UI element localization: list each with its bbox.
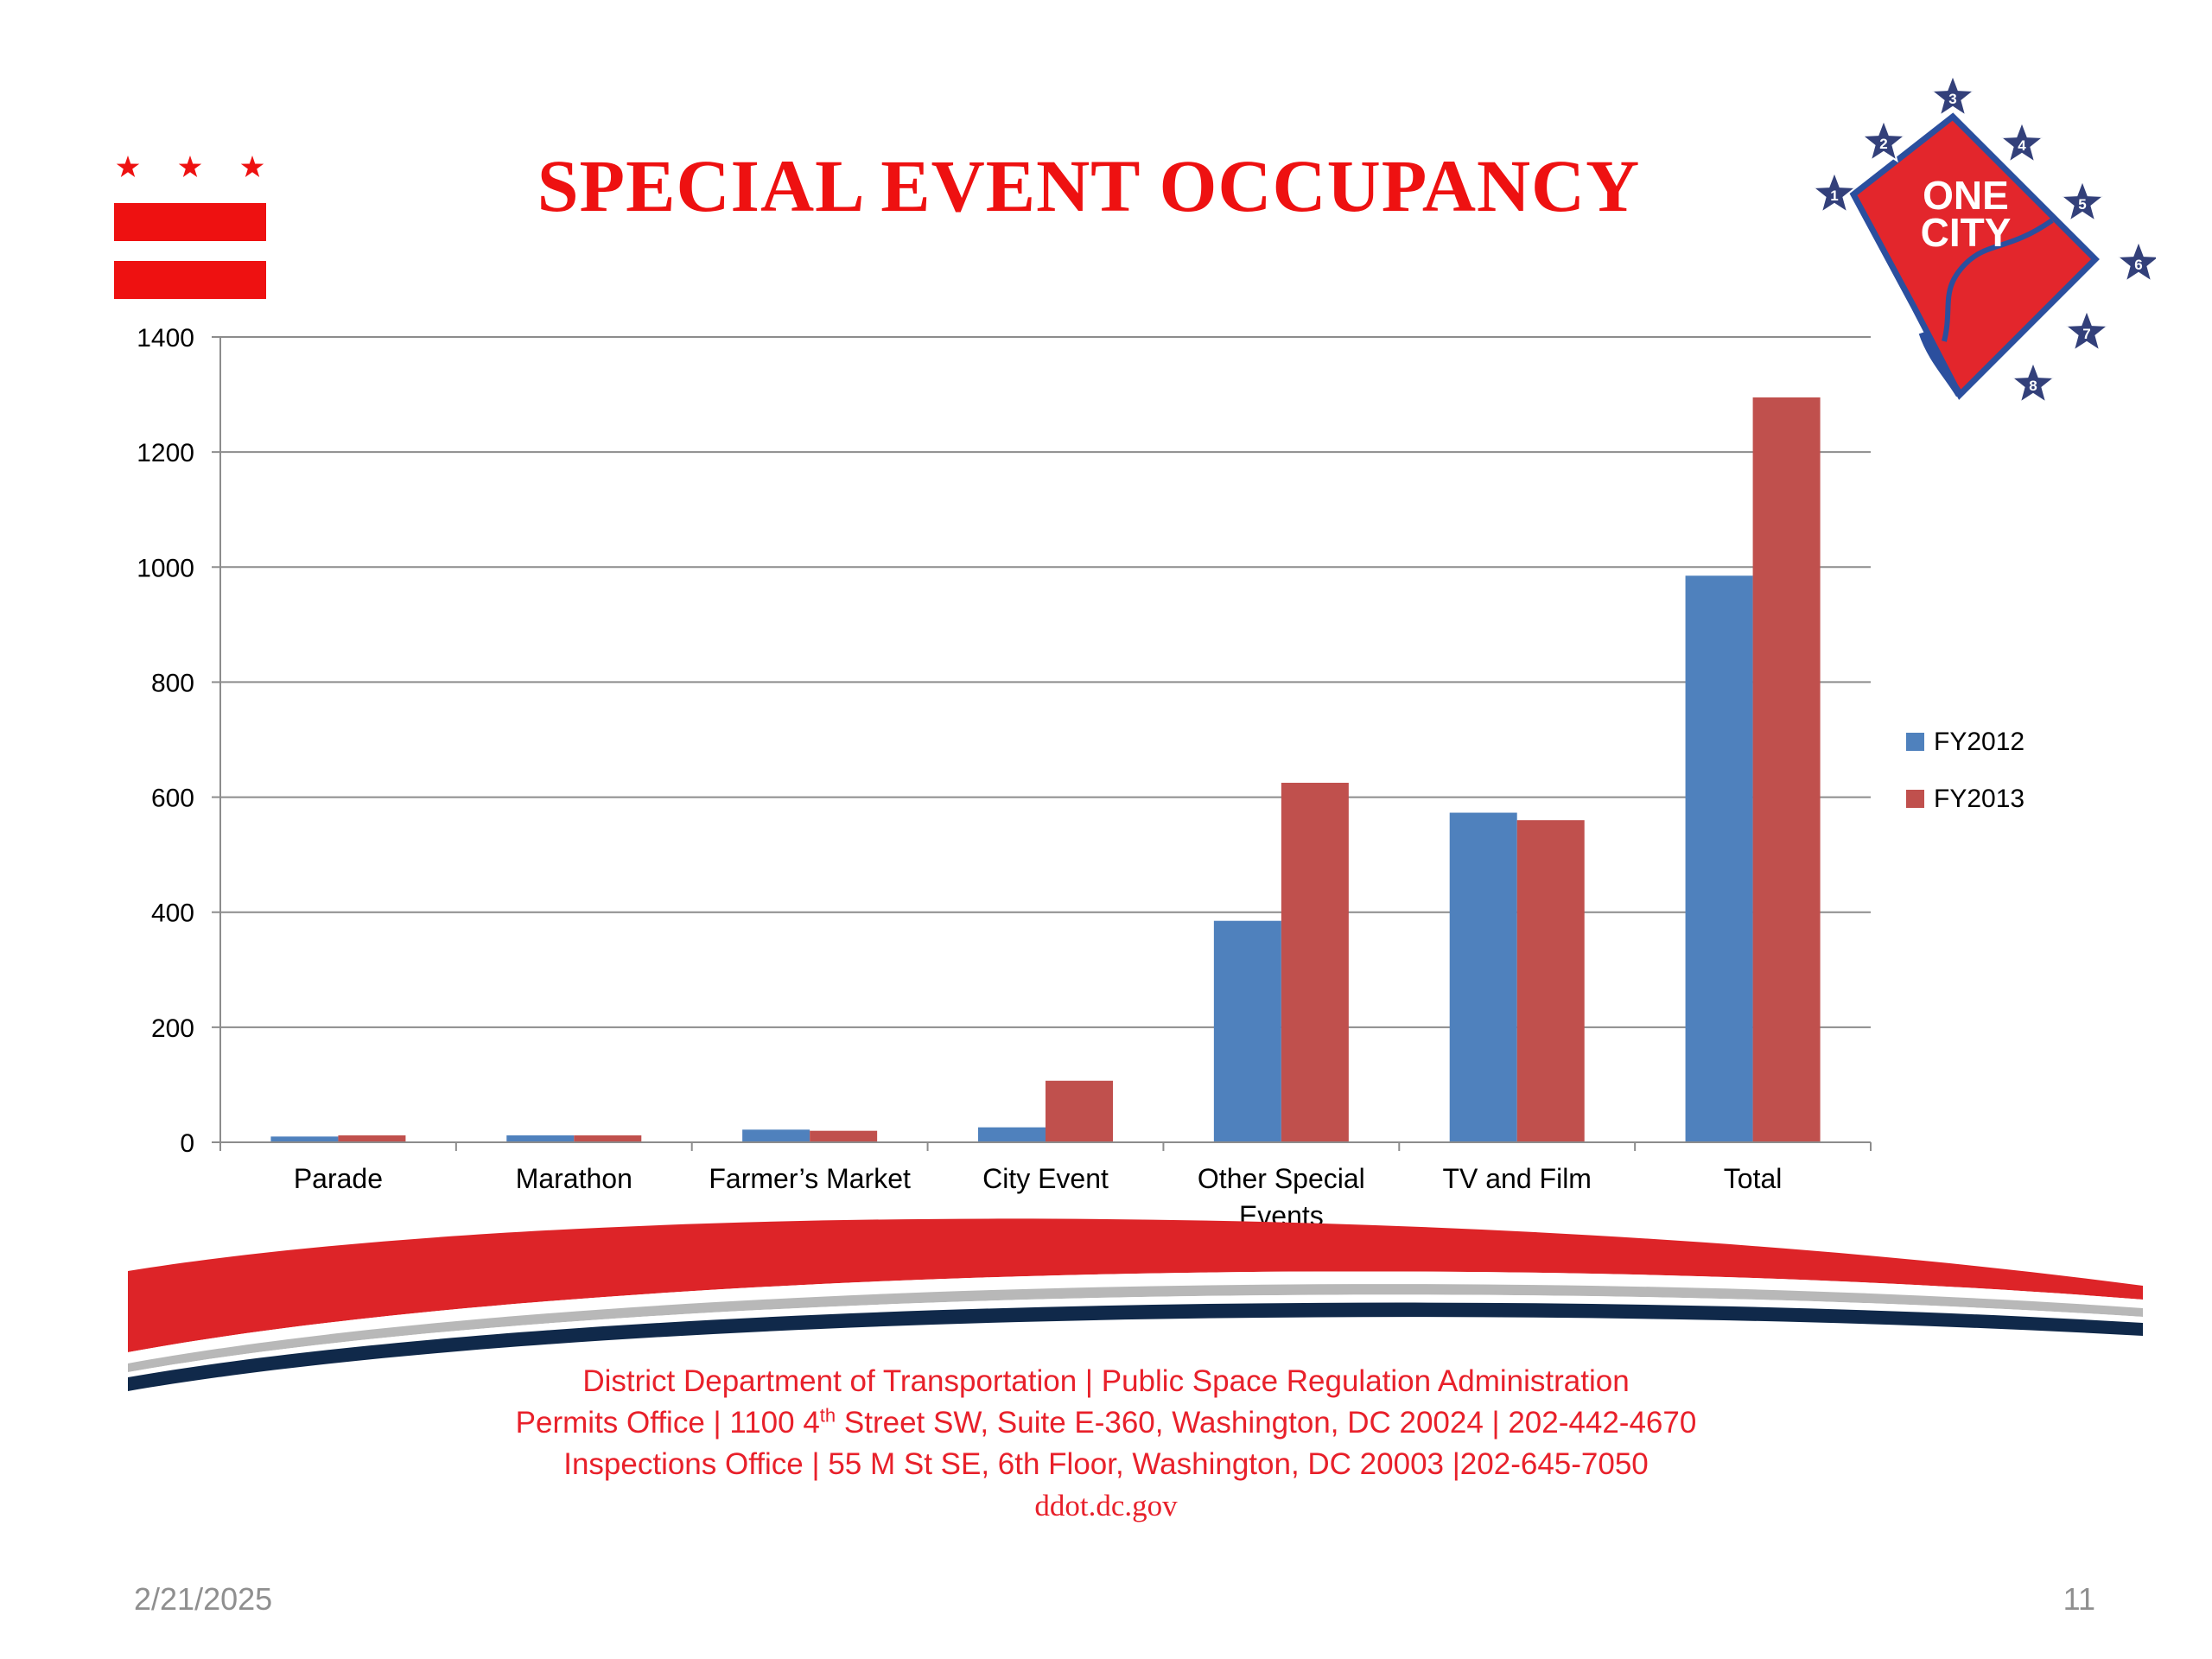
footer-permits-text: Permits Office | 1100 4 (515, 1406, 820, 1440)
legend-swatch (1906, 790, 1924, 808)
logo-text-city: CITY (1921, 210, 2012, 255)
legend-label: FY2012 (1934, 728, 2024, 756)
x-category-label: Other Special (1198, 1163, 1365, 1194)
y-tick-label: 1200 (137, 439, 194, 467)
bar-fy2012 (978, 1127, 1046, 1142)
x-category-label: TV and Film (1442, 1163, 1591, 1194)
bar-fy2013 (1516, 820, 1585, 1142)
one-city-logo: ONE CITY 1 2 3 4 5 6 7 8 (1810, 73, 2156, 405)
ward-number: 7 (2082, 326, 2090, 342)
ward-number: 3 (1948, 91, 1956, 107)
y-tick-label: 1400 (137, 324, 194, 353)
ward-number: 4 (2018, 137, 2026, 154)
ward-number: 8 (2029, 378, 2037, 394)
legend: FY2012 FY2013 (1906, 728, 2024, 813)
ward-star-icon (1929, 73, 1977, 118)
y-tick-label: 200 (151, 1014, 194, 1043)
bar-fy2013 (1752, 397, 1821, 1142)
bar-fy2012 (270, 1136, 339, 1142)
footer-line-ddot: District Department of Transportation | … (582, 1364, 1630, 1398)
y-tick-label: 0 (180, 1129, 194, 1158)
ward-number: 1 (1830, 188, 1838, 204)
bar-fy2012 (1449, 812, 1517, 1142)
slide-date: 2/21/2025 (134, 1581, 273, 1617)
bar-fy2013 (1281, 782, 1349, 1142)
y-tick-label: 1000 (137, 554, 194, 582)
footer-line-permits: Permits Office | 1100 4th Street SW, Sui… (259, 1402, 1953, 1444)
ward-star-icon (1859, 118, 1908, 163)
dc-flag-icon (114, 156, 266, 299)
footer-swoosh (128, 1218, 2143, 1391)
slide-page-number: 11 (2063, 1581, 2095, 1617)
bars (270, 397, 1821, 1142)
footer-permits-text-rest: Street SW, Suite E-360, Washington, DC 2… (836, 1406, 1697, 1440)
bar-fy2013 (338, 1135, 406, 1142)
legend-label: FY2013 (1934, 785, 2024, 813)
ward-star-icon (2114, 238, 2156, 284)
ward-star-icon (2009, 359, 2057, 405)
y-axis-ticks: 0 200 400 600 800 1000 1200 1400 (137, 324, 220, 1158)
bar-fy2012 (1685, 575, 1753, 1142)
ward-number: 6 (2134, 257, 2142, 273)
footer-contact: District Department of Transportation | … (259, 1361, 1953, 1527)
footer-line-inspections: Inspections Office | 55 M St SE, 6th Flo… (563, 1447, 1649, 1481)
ward-star-icon (2058, 178, 2107, 224)
x-category-label: Parade (294, 1163, 383, 1194)
ward-number: 2 (1879, 136, 1887, 152)
y-tick-label: 600 (151, 785, 194, 813)
bar-fy2013 (810, 1130, 878, 1142)
bar-fy2012 (742, 1129, 810, 1142)
footer-website-link[interactable]: ddot.dc.gov (1034, 1489, 1178, 1522)
slide-title: SPECIAL EVENT OCCUPANCY (537, 144, 1641, 227)
bar-fy2012 (506, 1135, 575, 1142)
y-tick-label: 800 (151, 669, 194, 697)
x-category-label: Marathon (516, 1163, 632, 1194)
ward-star-icon (2063, 308, 2111, 353)
x-category-label: Total (1724, 1163, 1783, 1194)
bar-fy2012 (1213, 920, 1281, 1142)
logo-text-one: ONE (1923, 173, 2009, 218)
gridlines (220, 336, 1871, 1028)
bar-fy2013 (1046, 1080, 1113, 1142)
ward-star-icon (1998, 119, 2046, 165)
axes (219, 337, 1872, 1151)
x-category-label: Farmer’s Market (709, 1163, 911, 1194)
bar-fy2013 (574, 1135, 642, 1142)
ward-star-icon (1810, 169, 1859, 215)
y-tick-label: 400 (151, 899, 194, 928)
bar-chart: 0 200 400 600 800 1000 1200 1400 Parade Marathon… (137, 324, 2024, 1231)
footer-permits-sup: th (819, 1404, 836, 1427)
legend-swatch (1906, 733, 1924, 751)
ward-number: 5 (2078, 196, 2086, 213)
x-category-label: City Event (982, 1163, 1109, 1194)
